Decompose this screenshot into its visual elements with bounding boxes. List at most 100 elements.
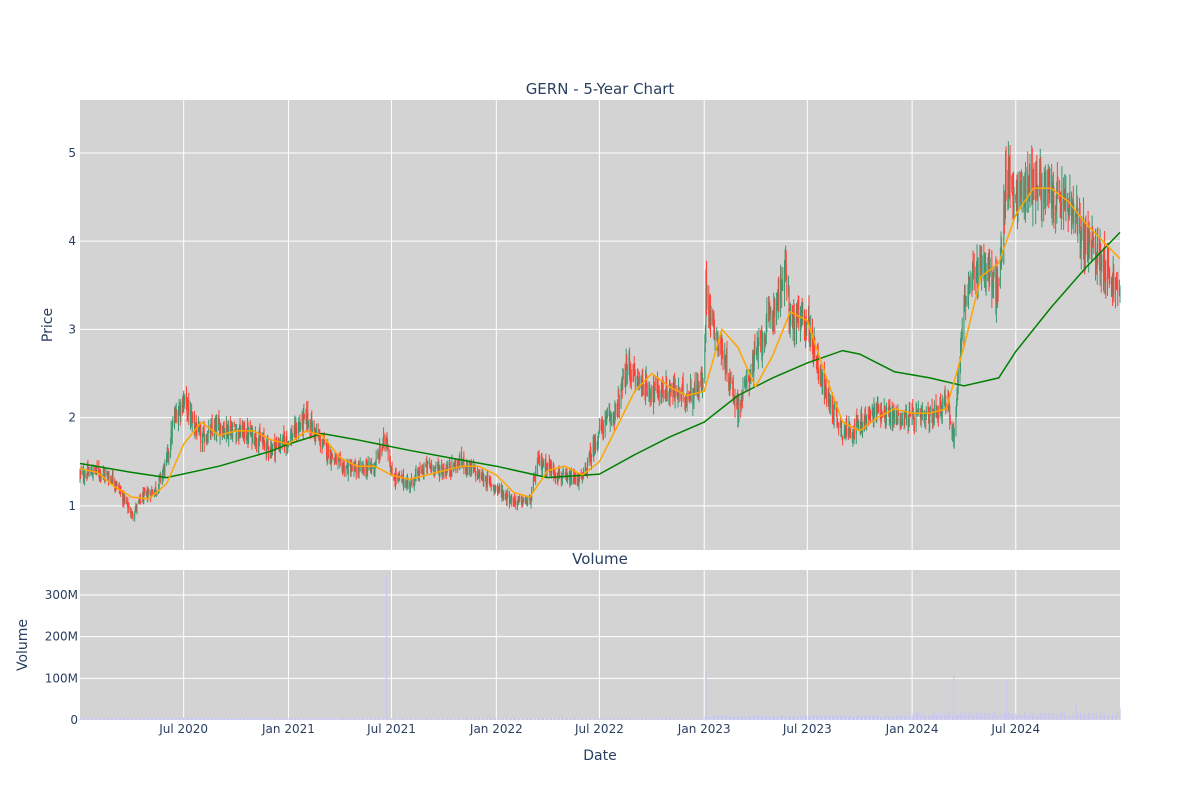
candle-body bbox=[502, 492, 504, 498]
volume-bar bbox=[87, 718, 89, 720]
candle-body bbox=[437, 464, 439, 466]
volume-bar bbox=[290, 719, 292, 720]
candle-body bbox=[383, 436, 385, 440]
candle-body bbox=[708, 295, 710, 315]
candle-body bbox=[174, 413, 175, 427]
candle-body bbox=[450, 470, 452, 474]
volume-bar bbox=[594, 717, 596, 720]
candle-body bbox=[231, 430, 233, 438]
candle-body bbox=[879, 405, 881, 417]
volume-bar bbox=[374, 718, 376, 720]
volume-bar bbox=[964, 711, 965, 720]
volume-bar bbox=[433, 718, 435, 720]
volume-bar bbox=[589, 718, 591, 720]
volume-bar bbox=[940, 715, 942, 720]
volume-bar bbox=[814, 715, 816, 720]
volume-bar bbox=[694, 719, 696, 720]
volume-bar bbox=[510, 718, 512, 720]
candle-body bbox=[461, 453, 463, 463]
volume-bar bbox=[750, 717, 752, 720]
candle-body bbox=[768, 309, 770, 313]
volume-bar bbox=[482, 718, 484, 720]
candle-body bbox=[236, 432, 238, 438]
volume-bar bbox=[182, 717, 184, 720]
candle-body bbox=[868, 414, 870, 415]
candle-body bbox=[503, 493, 505, 496]
volume-bar bbox=[604, 717, 606, 720]
candle-body bbox=[826, 392, 828, 403]
volume-bar bbox=[1104, 712, 1106, 720]
volume-bar bbox=[935, 715, 937, 720]
candle-body bbox=[134, 512, 136, 518]
volume-bar bbox=[972, 714, 974, 720]
candle-body bbox=[534, 477, 536, 481]
volume-bar bbox=[768, 717, 769, 720]
volume-bar bbox=[1065, 713, 1067, 720]
candle-body bbox=[638, 379, 640, 381]
volume-bar bbox=[1012, 715, 1014, 720]
candle-body bbox=[704, 348, 706, 379]
candle-body bbox=[151, 489, 153, 491]
volume-bar bbox=[724, 716, 726, 720]
volume-bar bbox=[426, 718, 428, 720]
candle-body bbox=[1092, 232, 1094, 240]
volume-bar bbox=[971, 715, 973, 720]
volume-bar bbox=[913, 714, 915, 720]
candle-body bbox=[374, 468, 375, 473]
volume-bar bbox=[865, 716, 867, 720]
candle-body bbox=[949, 406, 951, 421]
volume-bar bbox=[598, 717, 600, 720]
volume-bar bbox=[1091, 714, 1093, 720]
volume-bar bbox=[630, 717, 632, 720]
candle-body bbox=[522, 503, 523, 505]
volume-bar bbox=[848, 718, 850, 720]
candle-body bbox=[297, 431, 299, 434]
candle-body bbox=[481, 474, 483, 481]
volume-bar bbox=[1091, 717, 1092, 720]
volume-bar bbox=[280, 718, 281, 720]
candle-body bbox=[744, 381, 746, 382]
candle-body bbox=[130, 511, 132, 515]
candle-body bbox=[200, 430, 202, 444]
candle-body bbox=[765, 337, 767, 342]
volume-bar bbox=[583, 718, 584, 720]
candle-body bbox=[147, 494, 149, 500]
volume-bar bbox=[267, 718, 269, 720]
candle-body bbox=[737, 415, 739, 420]
candle-body bbox=[682, 384, 684, 386]
volume-bar bbox=[255, 718, 256, 720]
candle-body bbox=[479, 470, 481, 479]
volume-bar bbox=[948, 712, 949, 720]
volume-bar bbox=[478, 717, 480, 720]
volume-bar bbox=[616, 717, 618, 720]
candle-body bbox=[544, 459, 546, 469]
candle-body bbox=[427, 463, 429, 465]
volume-bar bbox=[438, 718, 440, 720]
volume-bar bbox=[513, 717, 515, 720]
volume-bar bbox=[521, 719, 522, 720]
volume-bar bbox=[730, 715, 731, 720]
volume-bar bbox=[927, 716, 929, 720]
candle-body bbox=[941, 399, 943, 415]
volume-bar bbox=[678, 718, 680, 720]
candle-body bbox=[878, 404, 879, 408]
volume-bar bbox=[207, 718, 208, 720]
volume-bar bbox=[419, 718, 420, 720]
volume-bar bbox=[433, 717, 435, 720]
candle-body bbox=[245, 436, 247, 439]
candle-body bbox=[1084, 225, 1086, 251]
candle-body bbox=[204, 440, 206, 442]
candle-body bbox=[1005, 171, 1006, 209]
candle-body bbox=[701, 375, 703, 390]
candle-body bbox=[274, 441, 276, 454]
candle-body bbox=[275, 443, 277, 447]
candle-body bbox=[1060, 204, 1062, 215]
candle-body bbox=[936, 411, 938, 416]
candle-body bbox=[1111, 278, 1113, 284]
volume-bar bbox=[630, 718, 632, 720]
candle-body bbox=[253, 434, 255, 444]
candle-body bbox=[303, 413, 305, 416]
volume-bar bbox=[176, 717, 178, 720]
candle-body bbox=[594, 441, 596, 444]
price-y-tick-label: 2 bbox=[68, 411, 76, 425]
